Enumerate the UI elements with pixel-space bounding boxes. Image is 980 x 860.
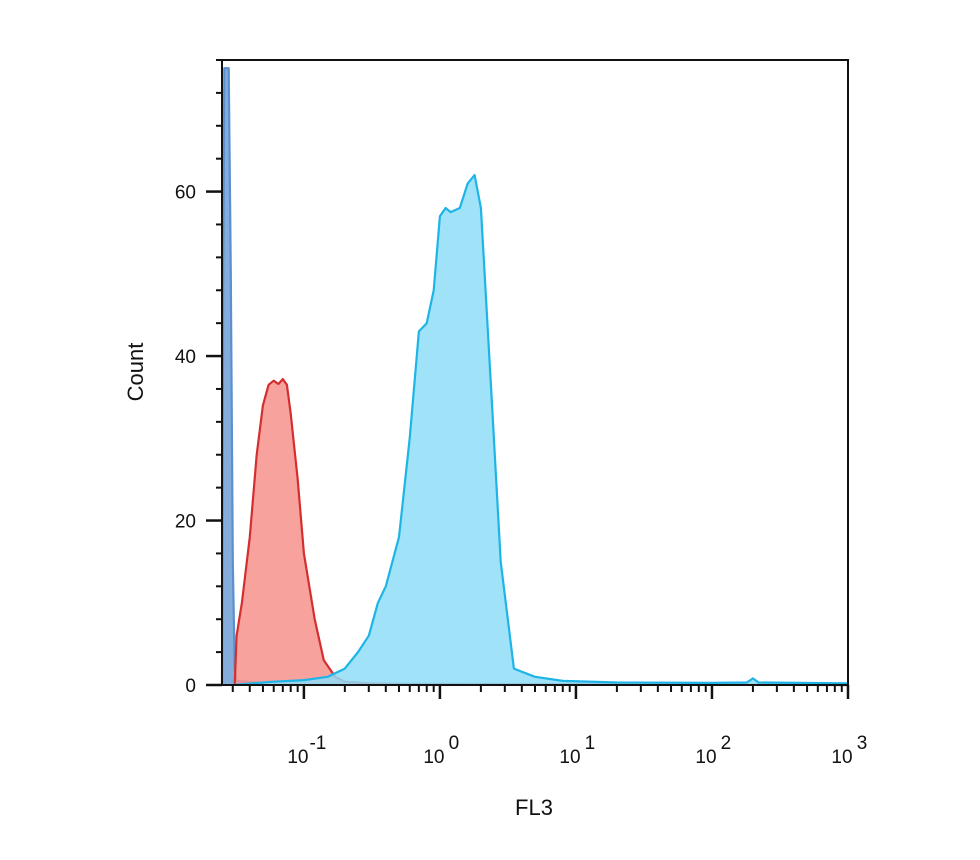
series-0-fill (222, 68, 848, 685)
y-axis-title: Count (123, 343, 148, 402)
x-tick-label: 10 (559, 747, 580, 768)
series-2-line (232, 174, 849, 687)
y-tick-label: 20 (175, 512, 196, 533)
x-tick-label: 10 (695, 747, 716, 768)
x-tick-label: 10 (423, 747, 444, 768)
y-tick-label: 60 (175, 183, 196, 204)
plot-frame (221, 59, 849, 686)
y-tick-label: 0 (185, 676, 196, 697)
x-tick-exponent: -1 (309, 733, 326, 754)
series-0-line (220, 67, 849, 687)
x-tick-exponent: 2 (721, 733, 732, 754)
x-axis-title: FL3 (515, 795, 553, 820)
histogram-series-layer (220, 67, 849, 687)
x-tick-exponent: 0 (449, 733, 460, 754)
series-1-line (233, 378, 849, 687)
series-2-fill (232, 175, 849, 685)
x-tick-label: 10 (287, 747, 308, 768)
x-tick-exponent: 3 (857, 733, 868, 754)
y-tick-label: 40 (175, 347, 196, 368)
x-tick-label: 10 (831, 747, 852, 768)
x-tick-exponent: 1 (585, 733, 596, 754)
series-1-fill (234, 379, 848, 685)
